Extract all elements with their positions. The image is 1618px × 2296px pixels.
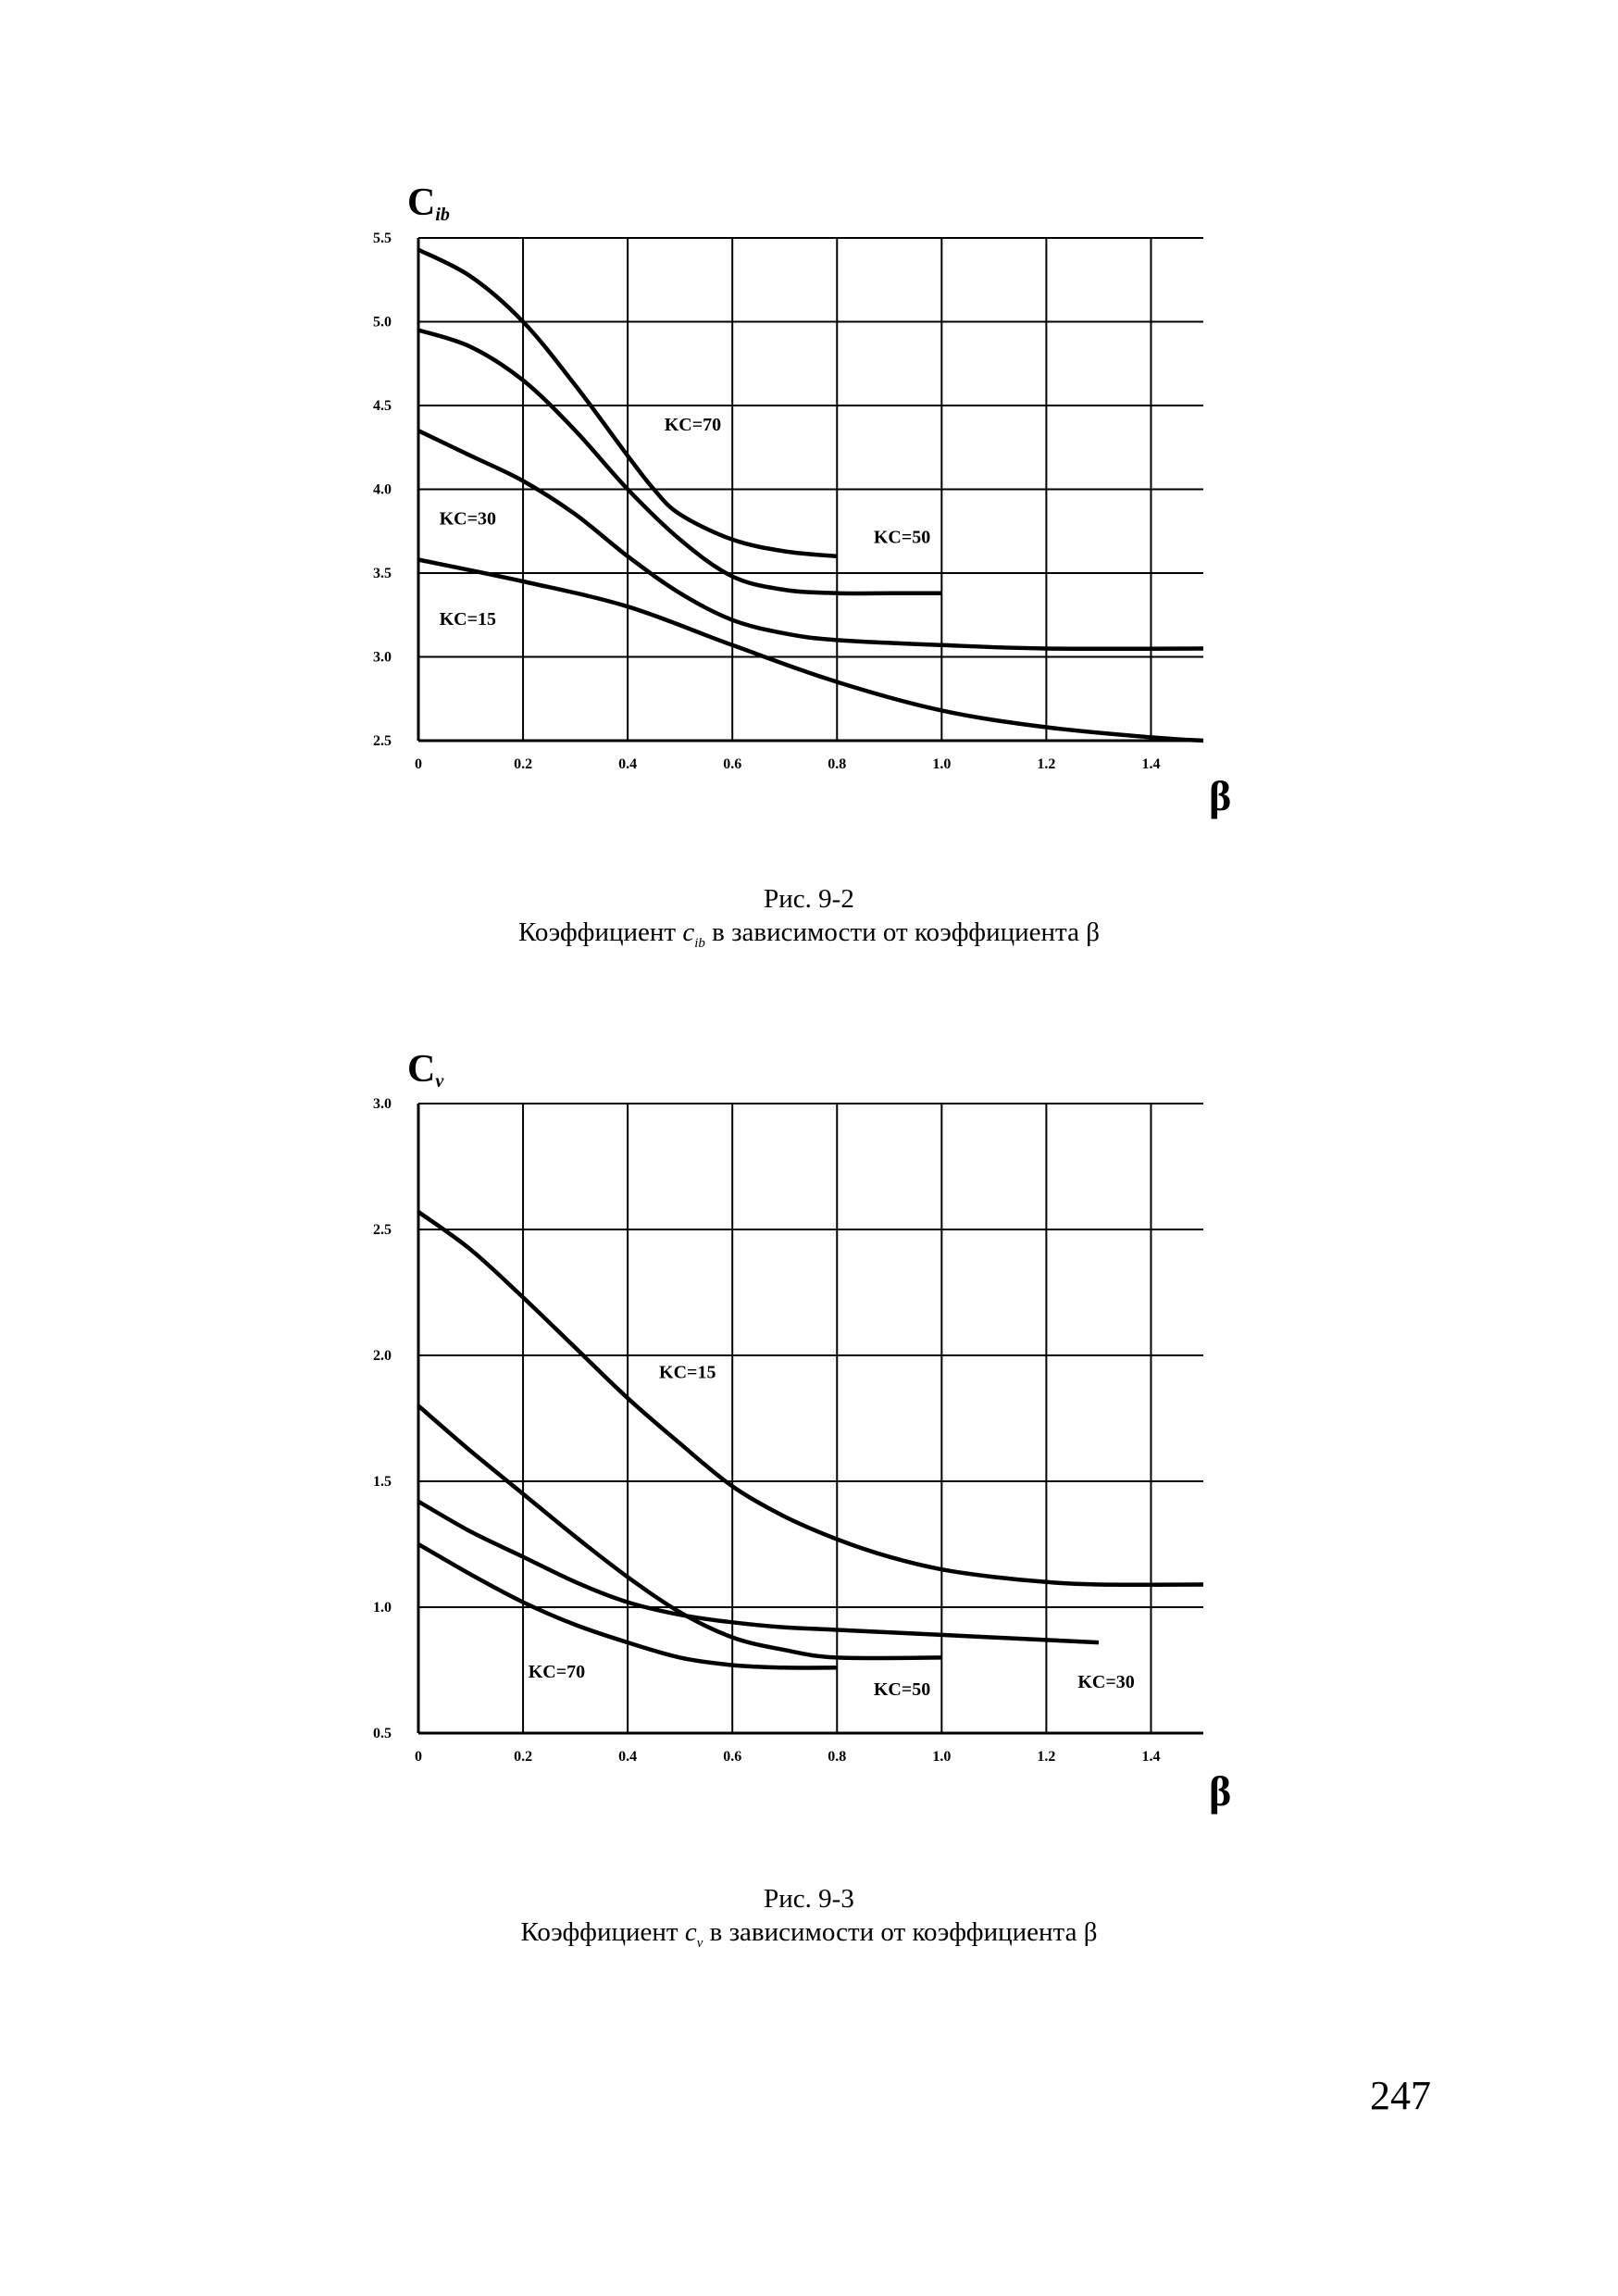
y-tick-label: 3.0 [373, 1096, 392, 1112]
curve-label: KC=15 [440, 609, 496, 630]
y-tick-label: 3.0 [373, 650, 392, 666]
y-axis-title-main: C [407, 181, 435, 224]
curve-label: KC=50 [874, 1679, 930, 1700]
series-line-kc70 [417, 247, 838, 559]
curve-label: KC=15 [659, 1362, 716, 1382]
y-tick-label: 5.0 [373, 315, 392, 331]
y-axis-title: Cv [407, 1048, 444, 1092]
x-tick-label: 0.8 [828, 1749, 846, 1765]
chart-1: 0 0.2 0.4 0.6 0.8 1.0 1.2 1.4 2.5 3.0 3.5 4.0 4.5 5.0… [373, 181, 1231, 819]
curve-label: KC=30 [440, 509, 496, 530]
series-line-kc15 [417, 1210, 1204, 1587]
x-tick-label: 0.8 [828, 756, 846, 772]
y-tick-label: 1.0 [373, 1600, 392, 1616]
y-tick-label: 2.5 [373, 733, 392, 749]
x-axis-title: β [1209, 1767, 1231, 1815]
y-tick-label: 0.5 [373, 1726, 392, 1741]
y-tick-label: 1.5 [373, 1474, 392, 1490]
figure-caption-1: Рис. 9-2 Коэффициент cib в зависимости о… [0, 882, 1618, 960]
series-line-kc15 [417, 557, 1204, 743]
caption-1-prefix: Коэффициент [518, 917, 683, 947]
x-tick-label: 0 [415, 1749, 422, 1765]
x-tick-label: 0.4 [618, 756, 637, 772]
caption-1-symbol-main: c [682, 917, 695, 947]
x-tick-label: 1.4 [1141, 1749, 1160, 1765]
y-axis-title-sub: v [435, 1071, 444, 1092]
y-axis-title: Cib [407, 181, 450, 225]
series-line-kc50 [417, 328, 942, 596]
caption-2-symbol: cv [684, 1917, 703, 1951]
x-tick-label: 0 [415, 756, 422, 772]
series-line-kc70 [417, 1542, 838, 1670]
page-number: 247 [1370, 2073, 1431, 2118]
y-axis-title-main: C [407, 1048, 435, 1091]
caption-1-symbol-sub: ib [694, 935, 705, 951]
x-tick-label: 0.6 [723, 1749, 741, 1765]
x-tick-label: 0.4 [618, 1749, 637, 1765]
series-line-kc50 [417, 1404, 942, 1661]
chart-2: 0 0.2 0.4 0.6 0.8 1.0 1.2 1.4 0.5 1.0 1.5 2.0 2.5 3.0… [373, 1048, 1231, 1815]
caption-1-suffix: в зависимости от коэффициента β [704, 917, 1100, 947]
x-tick-label: 0.6 [723, 756, 741, 772]
y-tick-label: 5.5 [373, 231, 392, 246]
y-tick-label: 2.0 [373, 1348, 392, 1364]
x-tick-label: 0.2 [514, 756, 532, 772]
curve-label: KC=70 [665, 415, 721, 435]
figure-caption-2: Рис. 9-3 Коэффициент cv в зависимости от… [0, 1882, 1618, 1960]
y-tick-label: 4.0 [373, 482, 392, 498]
curve-label: KC=50 [874, 527, 930, 547]
caption-2-prefix: Коэффициент [520, 1917, 685, 1947]
curve-label: KC=70 [529, 1662, 585, 1682]
caption-2-number: Рис. 9-3 [764, 1884, 854, 1914]
caption-2-suffix: в зависимости от коэффициента β [703, 1917, 1098, 1947]
y-tick-label: 4.5 [373, 398, 392, 414]
x-tick-label: 1.2 [1037, 756, 1055, 772]
x-tick-label: 1.4 [1141, 756, 1160, 772]
x-tick-label: 0.2 [514, 1749, 532, 1765]
caption-2-symbol-main: c [684, 1917, 697, 1947]
x-tick-label: 1.0 [932, 756, 951, 772]
y-tick-label: 2.5 [373, 1222, 392, 1238]
caption-1-number: Рис. 9-2 [764, 884, 854, 914]
series-line-kc30 [417, 429, 1204, 652]
series-line-kc30 [417, 1499, 1100, 1645]
caption-1-text: Коэффициент cib в зависимости от коэффиц… [0, 916, 1618, 960]
caption-1-symbol: cib [682, 917, 705, 951]
caption-2-text: Коэффициент cv в зависимости от коэффици… [0, 1915, 1618, 1960]
x-tick-label: 1.0 [932, 1749, 951, 1765]
x-axis-title: β [1209, 772, 1231, 819]
y-axis-title-sub: ib [435, 205, 450, 225]
y-tick-label: 3.5 [373, 566, 392, 581]
x-tick-label: 1.2 [1037, 1749, 1055, 1765]
curve-label: KC=30 [1077, 1672, 1134, 1692]
caption-2-symbol-sub: v [696, 1935, 703, 1951]
